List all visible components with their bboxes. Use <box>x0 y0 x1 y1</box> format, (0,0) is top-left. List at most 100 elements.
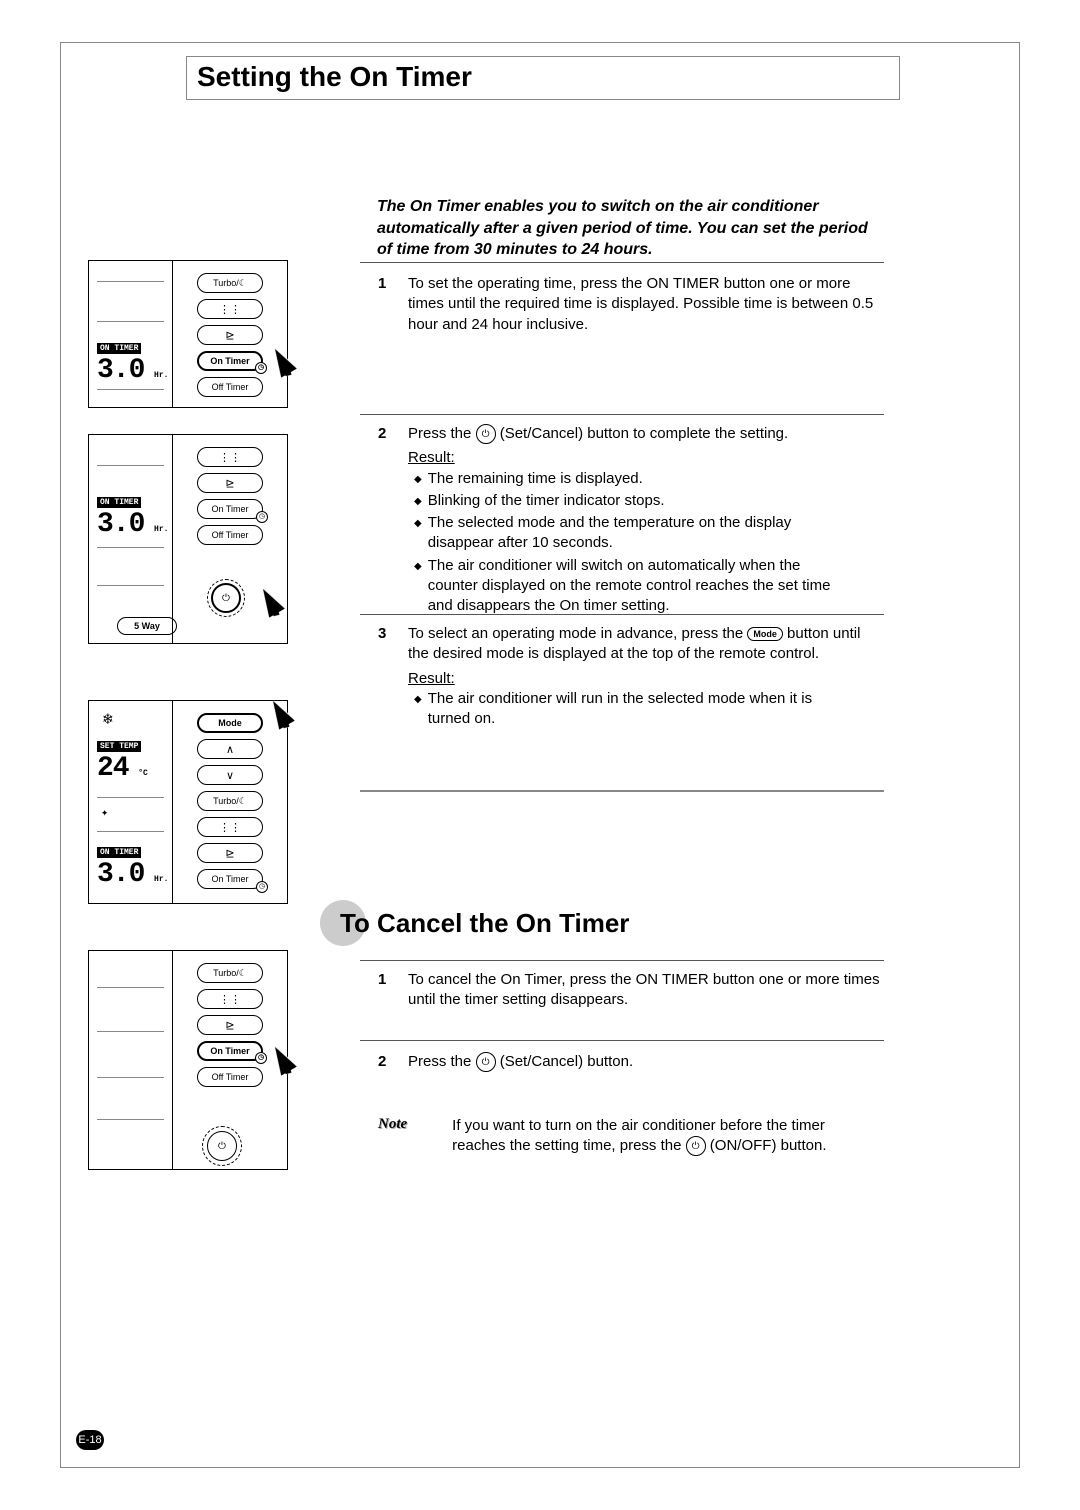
note-body: If you want to turn on the air condition… <box>452 1116 872 1157</box>
turbo-button: Turbo/☾ <box>197 791 263 811</box>
clock-icon: ◷ <box>255 1052 267 1064</box>
lcd-tag: SET TEMP <box>97 741 141 752</box>
divider <box>360 960 884 961</box>
set-cancel-button: ⏻ <box>211 583 241 613</box>
result-bullets: The remaining time is displayed. Blinkin… <box>414 469 834 619</box>
text: (ON/OFF) button. <box>710 1137 827 1154</box>
result-row: Result: The air conditioner will run in … <box>408 669 884 732</box>
clock-icon: ◷ <box>255 362 267 374</box>
louver-button: ⊵ <box>197 843 263 863</box>
remote-buttons: Mode ∧ ∨ Turbo/☾ ⋮⋮ ⊵ On Timer ◷ <box>173 701 287 903</box>
set-step-2: 2 Press the ⏻ (Set/Cancel) button to com… <box>378 424 884 618</box>
divider <box>360 614 884 615</box>
off-timer-button: Off Timer <box>197 377 263 397</box>
on-timer-button: On Timer ◷ <box>197 1041 263 1061</box>
note: Note If you want to turn on the air cond… <box>378 1116 884 1157</box>
remote-buttons: Turbo/☾ ⋮⋮ ⊵ On Timer ◷ Off Timer <box>173 261 287 407</box>
swing-button: ⋮⋮ <box>197 299 263 319</box>
set-step-1: 1 To set the operating time, press the O… <box>378 274 884 335</box>
on-timer-button: On Timer ◷ <box>197 351 263 371</box>
title-box: Setting the On Timer <box>186 56 900 100</box>
bullet: The air conditioner will switch on autom… <box>428 556 834 617</box>
on-timer-button: On Timer ◷ <box>197 499 263 519</box>
text: Press the <box>408 425 476 442</box>
lcd-deg: °C <box>138 769 148 778</box>
louver-button: ⊵ <box>197 325 263 345</box>
step-text: To set the operating time, press the ON … <box>408 274 884 335</box>
set-cancel-icon: ⏻ <box>476 424 496 444</box>
step-number: 1 <box>378 274 386 294</box>
cancel-step-2: 2 Press the ⏻ (Set/Cancel) button. <box>378 1052 884 1072</box>
swing-button: ⋮⋮ <box>197 989 263 1009</box>
fiveway-button: 5 Way <box>117 617 177 635</box>
page-number: E-18 <box>76 1430 104 1450</box>
louver-button: ⊵ <box>197 1015 263 1035</box>
result-label: Result: <box>408 669 455 689</box>
lcd-hr: Hr. <box>154 875 168 884</box>
clock-icon: ◷ <box>256 881 268 893</box>
remote-lcd: ON TIMER 3.0 Hr. <box>89 261 173 407</box>
step-text: To cancel the On Timer, press the ON TIM… <box>408 970 884 1011</box>
remote-lcd: ON TIMER 3.0 Hr. <box>89 435 173 643</box>
cursor-icon <box>255 584 285 617</box>
down-button: ∨ <box>197 765 263 785</box>
remote-diagram-3: ❄ SET TEMP 24 °C ✦ ON TIMER 3.0 Hr. Mode… <box>88 700 288 904</box>
clock-icon: ◷ <box>256 511 268 523</box>
step-number: 2 <box>378 424 386 444</box>
step-body: Press the ⏻ (Set/Cancel) button to compl… <box>408 424 884 618</box>
result-bullets: The air conditioner will run in the sele… <box>414 689 834 732</box>
text: Press the <box>408 1053 476 1070</box>
note-label: Note <box>378 1116 448 1133</box>
cancel-step-1: 1 To cancel the On Timer, press the ON T… <box>378 970 884 1011</box>
swing-button: ⋮⋮ <box>197 817 263 837</box>
swing-button: ⋮⋮ <box>197 447 263 467</box>
turbo-button: Turbo/☾ <box>197 273 263 293</box>
text: To select an operating mode in advance, … <box>408 625 747 642</box>
step-body: To select an operating mode in advance, … <box>408 624 884 731</box>
set-cancel-button: ⏻ <box>207 1131 237 1161</box>
power-icon: ⏻ <box>686 1136 706 1156</box>
set-step-3: 3 To select an operating mode in advance… <box>378 624 884 731</box>
lcd-tag: ON TIMER <box>97 497 141 508</box>
lcd-time: 3.0 <box>97 355 144 386</box>
remote-diagram-2: ON TIMER 3.0 Hr. ⋮⋮ ⊵ On Timer ◷ Off Tim… <box>88 434 288 644</box>
remote-buttons: Turbo/☾ ⋮⋮ ⊵ On Timer ◷ Off Timer ⏻ <box>173 951 287 1169</box>
lcd-time: 3.0 <box>97 859 144 890</box>
set-cancel-icon: ⏻ <box>476 1052 496 1072</box>
step-number: 2 <box>378 1052 386 1072</box>
subtitle: To Cancel the On Timer <box>320 908 629 939</box>
on-timer-button: On Timer ◷ <box>197 869 263 889</box>
result-row: Result: The remaining time is displayed.… <box>408 448 884 618</box>
subtitle-box: To Cancel the On Timer <box>320 908 629 939</box>
lcd-hr: Hr. <box>154 371 168 380</box>
up-button: ∧ <box>197 739 263 759</box>
lcd-tag: ON TIMER <box>97 343 141 354</box>
divider <box>360 1040 884 1041</box>
mode-icon: Mode <box>747 627 783 641</box>
bullet: The remaining time is displayed. <box>428 469 643 489</box>
result-label: Result: <box>408 448 455 468</box>
mode-button: Mode <box>197 713 263 733</box>
intro-text: The On Timer enables you to switch on th… <box>377 196 884 261</box>
step-number: 3 <box>378 624 386 644</box>
step-body: Press the ⏻ (Set/Cancel) button. <box>408 1052 884 1072</box>
lcd-tag: ON TIMER <box>97 847 141 858</box>
bullet: The selected mode and the temperature on… <box>428 513 834 554</box>
remote-buttons: ⋮⋮ ⊵ On Timer ◷ Off Timer ⏻ <box>173 435 287 643</box>
divider-thick <box>360 790 884 792</box>
page-title: Setting the On Timer <box>197 61 889 93</box>
bullet: The air conditioner will run in the sele… <box>428 689 834 730</box>
remote-lcd: ❄ SET TEMP 24 °C ✦ ON TIMER 3.0 Hr. <box>89 701 173 903</box>
off-timer-button: Off Timer <box>197 1067 263 1087</box>
lcd-temp: 24 <box>97 753 129 784</box>
divider <box>360 262 884 263</box>
remote-diagram-4: Turbo/☾ ⋮⋮ ⊵ On Timer ◷ Off Timer ⏻ <box>88 950 288 1170</box>
remote-lcd <box>89 951 173 1169</box>
lcd-time: 3.0 <box>97 509 144 540</box>
text: (Set/Cancel) button. <box>500 1053 633 1070</box>
step-number: 1 <box>378 970 386 990</box>
divider <box>360 414 884 415</box>
fan-icon: ✦ <box>101 805 108 820</box>
turbo-button: Turbo/☾ <box>197 963 263 983</box>
remote-diagram-1: ON TIMER 3.0 Hr. Turbo/☾ ⋮⋮ ⊵ On Timer ◷… <box>88 260 288 408</box>
